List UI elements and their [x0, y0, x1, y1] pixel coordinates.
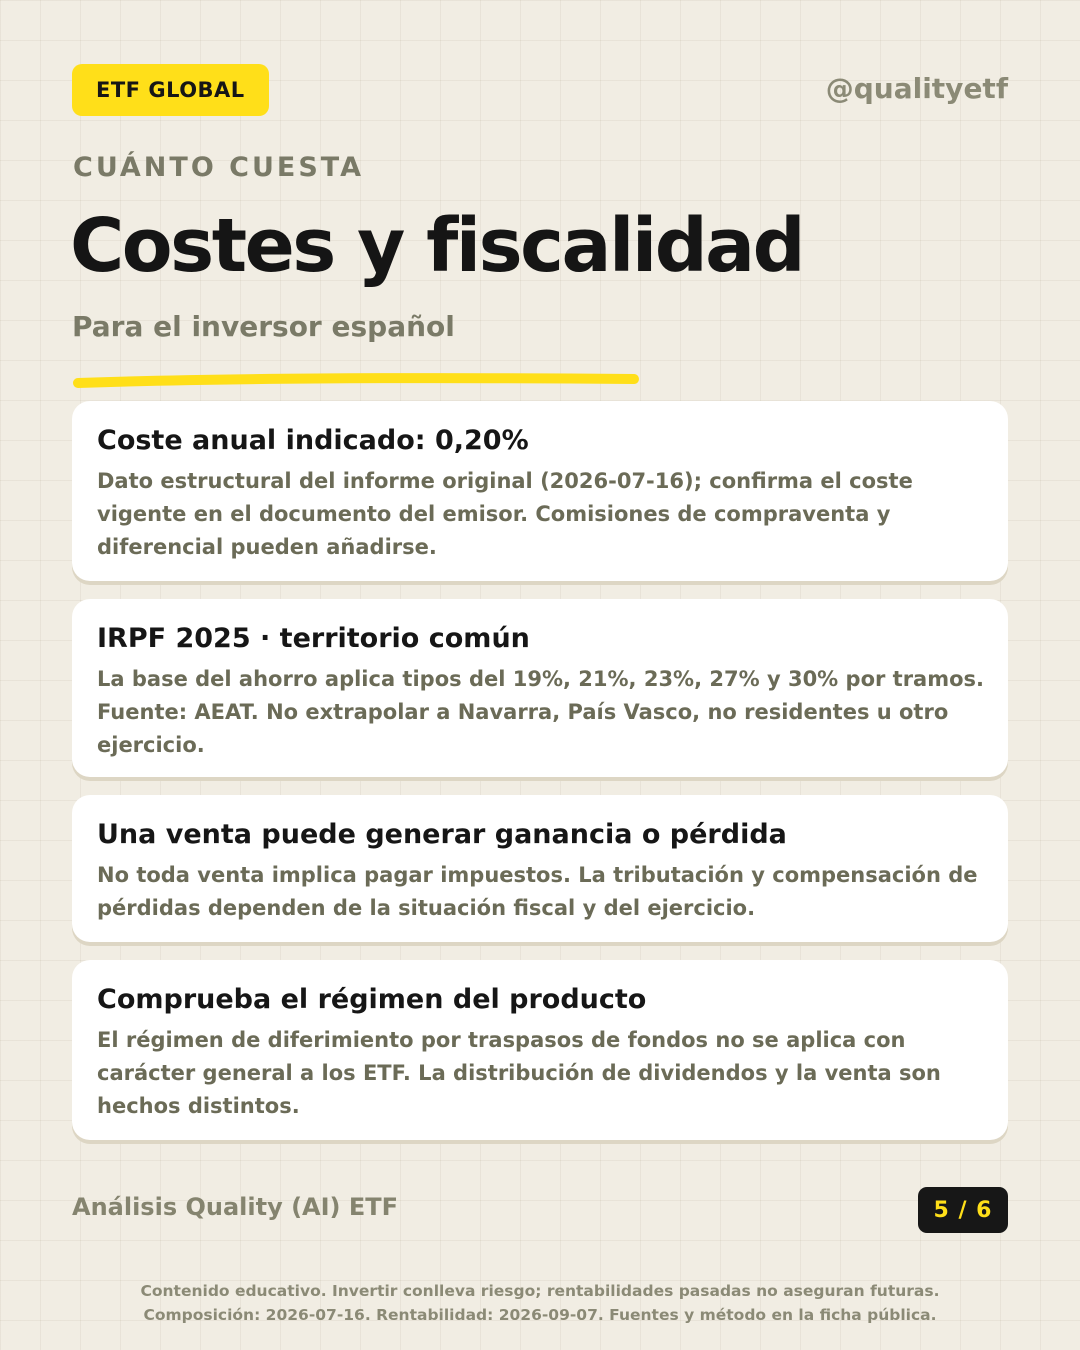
card-text: No toda venta implica pagar impuestos. L… [97, 863, 978, 920]
card-title: Comprueba el régimen del producto [97, 984, 647, 1015]
info-card-annual-cost: Coste anual indicado: 0,20% Dato estruct… [72, 401, 1008, 581]
page-indicator: 5 / 6 [918, 1187, 1008, 1233]
card-title: Coste anual indicado: 0,20% [97, 425, 529, 456]
info-card-regime: Comprueba el régimen del producto El rég… [72, 960, 1008, 1140]
card-text: Dato estructural del informe original (2… [97, 469, 913, 559]
card-title: Una venta puede generar ganancia o pérdi… [97, 819, 787, 850]
card-title: IRPF 2025 · territorio común [97, 623, 530, 654]
disclaimer-line-2: Composición: 2026-07-16. Rentabilidad: 2… [143, 1306, 937, 1324]
card-text: La base del ahorro aplica tipos del 19%,… [97, 667, 985, 757]
section-eyebrow: CUÁNTO CUESTA [73, 152, 365, 183]
page-title: Costes y fiscalidad [70, 203, 806, 289]
highlight-underline [73, 373, 639, 388]
disclaimer: Contenido educativo. Invertir conlleva r… [0, 1279, 1080, 1327]
page-subtitle: Para el inversor español [72, 310, 455, 343]
card-text: El régimen de diferimiento por traspasos… [97, 1028, 941, 1118]
category-badge: ETF GLOBAL [72, 64, 269, 116]
account-handle: @qualityetf [825, 72, 1008, 105]
disclaimer-line-1: Contenido educativo. Invertir conlleva r… [140, 1282, 940, 1300]
info-card-irpf: IRPF 2025 · territorio común La base del… [72, 599, 1008, 777]
footer-brand: Análisis Quality (AI) ETF [72, 1193, 399, 1221]
info-card-sale: Una venta puede generar ganancia o pérdi… [72, 795, 1008, 942]
